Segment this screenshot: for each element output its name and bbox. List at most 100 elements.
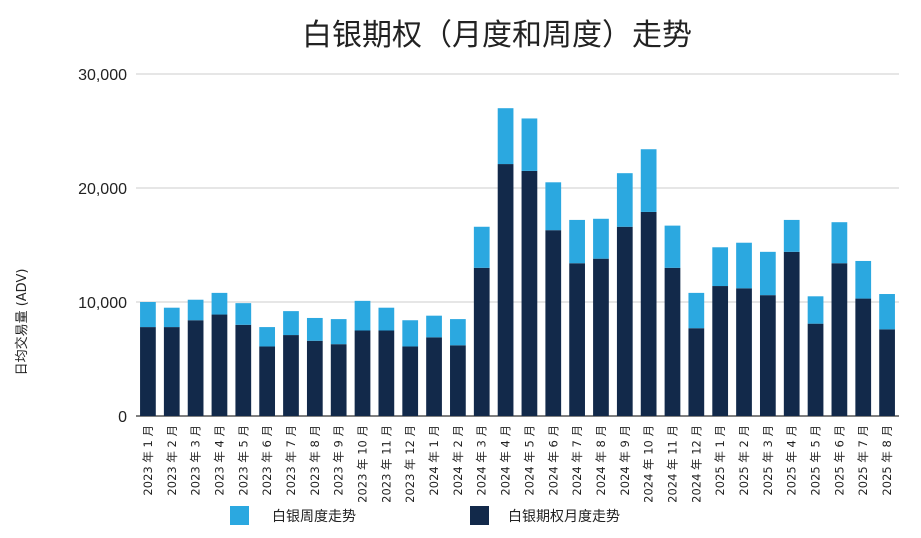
bar-weekly [306, 317, 323, 341]
bars [140, 108, 895, 416]
x-tick-label: 2023 年 1 月 [141, 425, 155, 496]
bar-monthly [140, 327, 156, 416]
bar-weekly [450, 319, 466, 346]
legend-swatch-monthly [470, 506, 489, 525]
bar-weekly [831, 222, 848, 264]
bar-monthly [521, 170, 538, 416]
x-axis-ticks: 2023 年 1 月 2023 年 2 月 2023 年 3 月 2023 年 4 月… [141, 425, 894, 503]
bar-monthly [163, 327, 180, 416]
x-tick-label: 2023 年 7 月 [284, 425, 298, 496]
bar-monthly [450, 345, 466, 416]
bar-weekly [497, 108, 514, 165]
bar-weekly [569, 219, 585, 264]
legend-label-weekly: 白银周度走势 [272, 509, 356, 525]
x-tick-label: 2025 年 2 月 [737, 425, 751, 496]
x-tick-label: 2025 年 5 月 [809, 425, 823, 496]
legend-swatch-weekly [230, 506, 249, 525]
bar-weekly [211, 292, 228, 315]
bar-weekly [664, 225, 681, 268]
bar-weekly [807, 296, 824, 324]
bar-monthly [664, 267, 681, 416]
x-tick-label: 2025 年 8 月 [880, 425, 894, 496]
x-tick-label: 2023 年 9 月 [332, 425, 346, 496]
bar-weekly [283, 311, 299, 336]
x-tick-label: 2024 年 3 月 [475, 425, 489, 496]
bar-weekly [521, 118, 538, 171]
y-axis-label: 日均交易量 (ADV) [14, 269, 30, 376]
y-tick-label: 30,000 [78, 67, 127, 84]
x-tick-label: 2024 年 9 月 [618, 425, 632, 496]
x-tick-label: 2024 年 7 月 [570, 425, 584, 496]
bar-monthly [259, 346, 276, 416]
bar-weekly [354, 300, 371, 331]
x-tick-label: 2025 年 6 月 [832, 425, 846, 496]
x-tick-label: 2023 年 12 月 [403, 425, 417, 503]
bar-monthly [402, 346, 419, 416]
y-tick-label: 0 [118, 409, 127, 426]
bar-monthly [378, 330, 395, 416]
bar-weekly [140, 302, 156, 328]
bar-weekly [688, 292, 705, 329]
bar-monthly [187, 320, 204, 416]
x-tick-label: 2024 年 10 月 [642, 425, 656, 503]
bar-weekly [426, 315, 442, 338]
bar-weekly [736, 242, 752, 289]
bar-weekly [545, 182, 562, 231]
bar-monthly [306, 340, 323, 416]
x-tick-label: 2023 年 3 月 [189, 425, 203, 496]
x-tick-label: 2024 年 2 月 [451, 425, 465, 496]
bar-weekly [759, 251, 776, 296]
bar-weekly [712, 247, 729, 287]
x-tick-label: 2024 年 1 月 [427, 425, 441, 496]
y-tick-label: 20,000 [78, 181, 127, 198]
bar-weekly [187, 299, 204, 321]
x-tick-label: 2024 年 6 月 [546, 425, 560, 496]
bar-weekly [163, 307, 180, 328]
bar-weekly [616, 173, 633, 227]
bar-weekly [259, 327, 276, 347]
bar-weekly [783, 219, 800, 252]
bar-monthly [497, 164, 514, 416]
bar-weekly [879, 294, 895, 330]
bar-weekly [640, 149, 657, 212]
bar-monthly [688, 328, 705, 416]
x-tick-label: 2023 年 6 月 [260, 425, 274, 496]
x-tick-label: 2025 年 7 月 [856, 425, 870, 496]
bar-weekly [473, 226, 490, 268]
bar-monthly [736, 288, 752, 416]
bar-weekly [235, 303, 252, 325]
x-tick-label: 2023 年 8 月 [308, 425, 322, 496]
x-tick-label: 2023 年 11 月 [379, 425, 393, 503]
bar-monthly [545, 230, 562, 416]
bar-monthly [616, 226, 633, 416]
x-tick-label: 2023 年 2 月 [165, 425, 179, 496]
legend: 白银周度走势 白银期权月度走势 [230, 506, 620, 525]
bar-monthly [831, 263, 848, 416]
bar-monthly [807, 323, 824, 416]
chart-title: 白银期权（月度和周度）走势 [302, 18, 692, 53]
y-tick-label: 10,000 [78, 295, 127, 312]
x-tick-label: 2025 年 4 月 [785, 425, 799, 496]
x-tick-label: 2023 年 5 月 [236, 425, 250, 496]
x-tick-label: 2024 年 5 月 [522, 425, 536, 496]
bar-monthly [879, 329, 895, 416]
bar-monthly [426, 337, 442, 416]
x-tick-label: 2024 年 12 月 [689, 425, 703, 503]
y-axis-ticks: 0 10,000 20,000 30,000 [78, 67, 127, 426]
bar-monthly [211, 314, 228, 416]
bar-monthly [354, 330, 371, 416]
x-tick-label: 2024 年 11 月 [665, 425, 679, 503]
x-tick-label: 2025 年 3 月 [761, 425, 775, 496]
bar-weekly [402, 320, 419, 347]
legend-label-monthly: 白银期权月度走势 [508, 509, 620, 525]
bar-monthly [759, 295, 776, 416]
bar-monthly [330, 344, 347, 416]
x-tick-label: 2025 年 1 月 [713, 425, 727, 496]
bar-weekly [330, 319, 347, 345]
bar-weekly [855, 260, 872, 299]
bar-weekly [593, 218, 609, 259]
bar-monthly [783, 251, 800, 416]
bar-weekly [378, 307, 395, 331]
x-tick-label: 2024 年 4 月 [499, 425, 513, 496]
